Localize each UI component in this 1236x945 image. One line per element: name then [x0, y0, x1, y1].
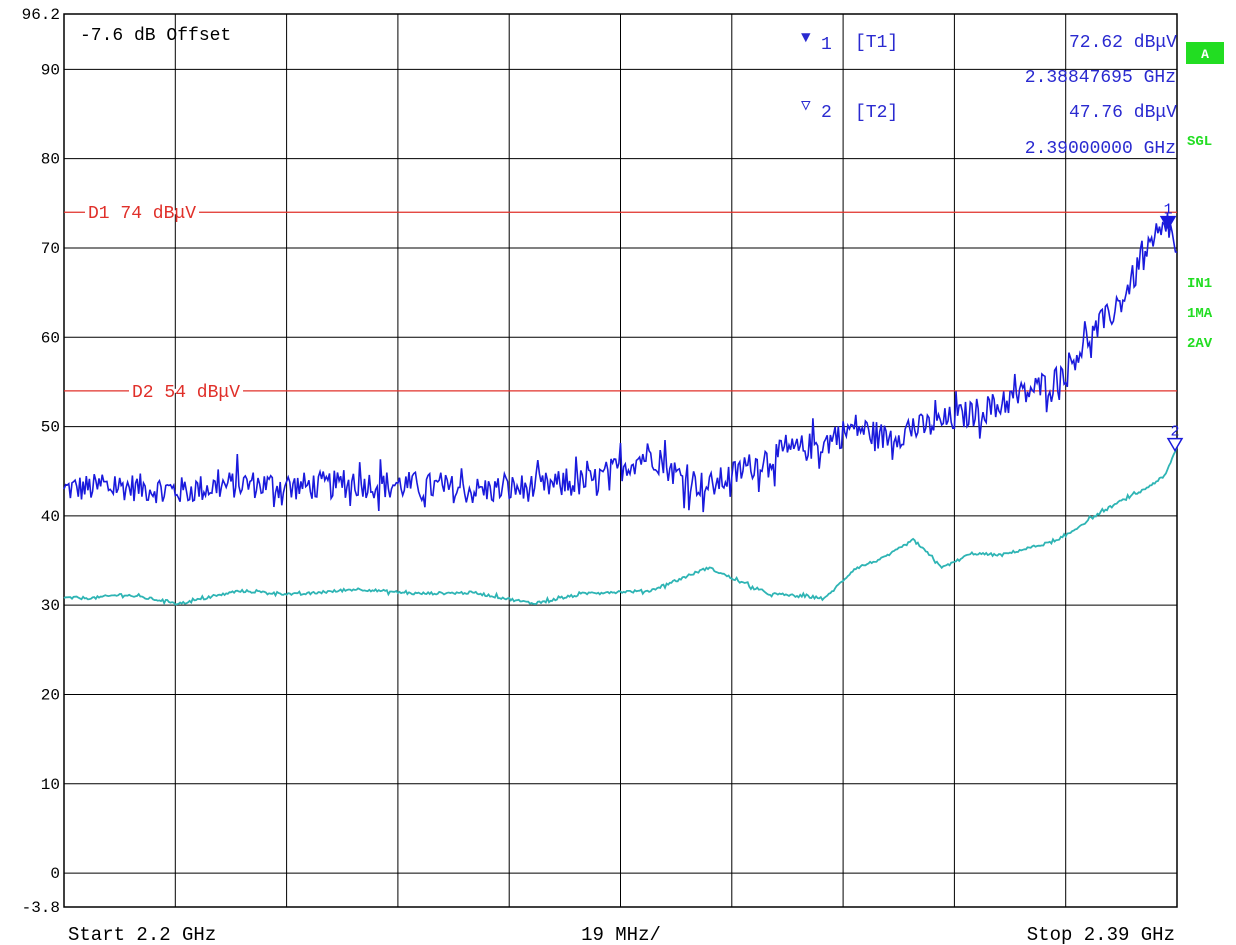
trace-a-label: A	[1201, 47, 1209, 62]
marker-1-label: 1	[1164, 202, 1173, 219]
marker-1-symbol	[1159, 215, 1177, 231]
y-tick-label: 80	[41, 151, 60, 169]
y-tick-label: 90	[41, 61, 60, 79]
marker-1-level: 72.62 dBμV	[1069, 33, 1177, 53]
y-tick-labels: 96.2 90 80 70 60 50 40 30 20 10 0 -3.8	[22, 6, 60, 917]
marker-1-symbol: ▼	[801, 29, 811, 47]
2av-label: 2AV	[1187, 336, 1213, 352]
marker-points: 12	[1159, 202, 1184, 453]
y-tick-label: 30	[41, 597, 60, 615]
grid	[64, 14, 1177, 907]
y-tick-label: 50	[41, 419, 60, 437]
limit-label-gap	[129, 388, 244, 393]
marker-2-frequency: 2.39000000 GHz	[1025, 139, 1176, 159]
y-tick-label: 10	[41, 776, 60, 794]
y-tick-label: 0	[50, 865, 60, 883]
marker-2-symbol	[1166, 437, 1184, 453]
y-tick-label: 96.2	[22, 6, 60, 24]
marker-2-label: 2	[1170, 424, 1179, 441]
span-per-division-label: 19 MHz/	[581, 924, 661, 945]
trace-a-badge	[1186, 42, 1224, 64]
1ma-label: 1MA	[1187, 306, 1213, 322]
marker-1-index: 1	[821, 35, 832, 55]
y-tick-label: 70	[41, 240, 60, 258]
marker-1-frequency: 2.38847695 GHz	[1025, 68, 1176, 88]
y-tick-label: 20	[41, 686, 60, 704]
trace-1-line	[63, 213, 1178, 513]
marker-2-level: 47.76 dBμV	[1069, 103, 1177, 123]
limit-lines: D1 74 dBμV D2 54 dBμV	[64, 204, 1177, 403]
stop-frequency-label: Stop 2.39 GHz	[1027, 924, 1175, 945]
marker-1-trace: [T1]	[855, 33, 898, 53]
y-tick-label: -3.8	[22, 899, 60, 917]
start-frequency-label: Start 2.2 GHz	[68, 924, 216, 945]
in1-label: IN1	[1187, 276, 1212, 292]
sgl-label: SGL	[1187, 134, 1212, 150]
y-tick-label: 40	[41, 508, 60, 526]
y-tick-label: 60	[41, 329, 60, 347]
limit-label: D1 74 dBμV	[88, 204, 196, 224]
marker-2-index: 2	[821, 103, 832, 123]
marker-2-symbol: ▽	[801, 97, 811, 115]
marker-2-trace: [T2]	[855, 103, 898, 123]
offset-label: -7.6 dB Offset	[80, 26, 231, 46]
trace-2-line	[63, 446, 1178, 606]
limit-label-gap	[85, 210, 200, 215]
traces	[63, 213, 1178, 606]
limit-label: D2 54 dBμV	[132, 383, 240, 403]
